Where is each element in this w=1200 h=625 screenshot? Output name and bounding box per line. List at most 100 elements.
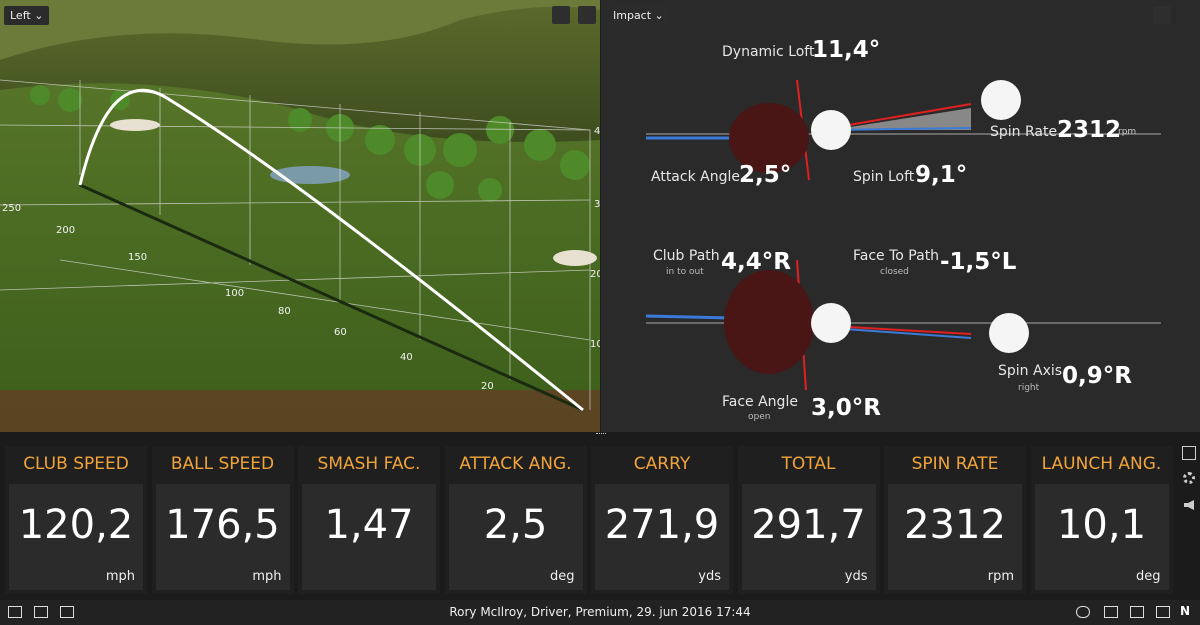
metric-unit: rpm	[987, 569, 1014, 584]
parameter-label: Club Path	[653, 248, 720, 264]
parameter-value: 2,5°	[739, 162, 792, 188]
bunker	[110, 119, 160, 131]
distance-label: 150	[128, 252, 147, 263]
metric-tile[interactable]: SMASH FAC. 1,47	[298, 446, 440, 594]
club-head	[724, 270, 814, 374]
chat-button[interactable]	[1130, 606, 1144, 618]
face-line	[830, 325, 972, 335]
parameter-label: Spin Loft	[853, 169, 915, 185]
session-info: Rory McIlroy, Driver, Premium, 29. jun 2…	[449, 605, 751, 619]
club-head	[729, 103, 809, 173]
view-selector[interactable]: Left ⌄	[4, 6, 50, 25]
parameter-value: 2312	[1057, 117, 1122, 143]
cloud-button[interactable]	[1076, 606, 1090, 618]
metric-box: 271,9 yds	[595, 484, 729, 590]
height-label: 10	[590, 339, 600, 350]
settings-button[interactable]	[1183, 472, 1195, 484]
metric-value: 120,2	[18, 502, 134, 548]
layout-button[interactable]	[1153, 6, 1171, 24]
view-name: Left	[10, 9, 31, 22]
metric-tile[interactable]: LAUNCH ANG. 10,1 deg	[1030, 446, 1173, 594]
distance-label: 60	[334, 327, 347, 338]
metric-tile[interactable]: BALL SPEED 176,5 mph	[151, 446, 294, 594]
height-label: 4	[594, 126, 600, 137]
distance-label: 80	[278, 306, 291, 317]
metric-box: 2312 rpm	[888, 484, 1022, 590]
parameter-sublabel: in to out	[666, 267, 704, 277]
status-bar: Rory McIlroy, Driver, Premium, 29. jun 2…	[0, 600, 1200, 625]
metric-unit: mph	[252, 569, 282, 584]
distance-label: 40	[400, 352, 413, 363]
metric-unit: yds	[844, 569, 868, 584]
view-icon[interactable]	[60, 606, 74, 618]
ball-line	[830, 127, 972, 131]
metric-label: LAUNCH ANG.	[1041, 454, 1162, 474]
parameter-value: 4,4°R	[721, 249, 791, 275]
metric-tile[interactable]: SPIN RATE 2312 rpm	[884, 446, 1026, 594]
parameter-value: 0,9°R	[1062, 363, 1132, 389]
splitter[interactable]	[596, 433, 606, 437]
metric-tile[interactable]: CLUB SPEED 120,2 mph	[5, 446, 147, 594]
metric-label: CARRY	[633, 454, 691, 474]
stats-button[interactable]	[1104, 606, 1118, 618]
bunker	[553, 250, 597, 266]
metric-box: 176,5 mph	[155, 484, 290, 590]
metric-label: SPIN RATE	[911, 454, 999, 474]
metric-box: 120,2 mph	[9, 484, 143, 590]
metric-box: 2,5 deg	[448, 484, 583, 590]
path-line	[645, 314, 732, 320]
parameter-label: Dynamic Loft	[722, 44, 815, 60]
fullscreen-button[interactable]	[1182, 446, 1196, 460]
fullscreen-button[interactable]	[578, 6, 596, 24]
impact-view: Impact ⌄ Dynamic Loft 11,4° Spin Rate 2312 r…	[601, 0, 1200, 432]
ball	[811, 303, 851, 343]
parameter-sublabel: closed	[880, 267, 909, 277]
grid	[0, 79, 591, 410]
metric-label: ATTACK ANG.	[459, 454, 572, 474]
parameter-label: Spin Axis	[998, 363, 1063, 379]
metric-tile[interactable]: CARRY 271,9 yds	[591, 446, 733, 594]
hills	[0, 0, 600, 142]
user-button[interactable]: N	[1180, 604, 1191, 618]
view-name: Impact	[613, 9, 652, 22]
ball-line	[830, 327, 972, 339]
metric-value: 291,7	[751, 502, 866, 548]
view-icon[interactable]	[34, 606, 48, 618]
metric-value: 176,5	[165, 502, 280, 548]
metric-label: TOTAL	[781, 454, 836, 474]
ball	[989, 313, 1029, 353]
ball-trajectory	[78, 88, 584, 412]
parameter-value: 3,0°R	[811, 395, 881, 421]
parameter-label: Face Angle	[722, 394, 798, 410]
sound-button[interactable]	[1184, 500, 1194, 510]
parameter-sublabel: open	[748, 412, 771, 422]
ball	[981, 80, 1021, 120]
report-button[interactable]	[1156, 606, 1170, 618]
metric-tile[interactable]: ATTACK ANG. 2,5 deg	[444, 446, 587, 594]
hill-back	[0, 0, 600, 60]
parameter-value: -1,5°L	[940, 249, 1017, 275]
metric-value: 271,9	[604, 502, 720, 548]
metric-value: 2,5	[483, 502, 548, 548]
parameter-label: Face To Path	[853, 248, 940, 264]
distance-label: 100	[225, 288, 244, 299]
height-label: 20	[590, 269, 600, 280]
metric-box: 10,1 deg	[1034, 484, 1169, 590]
metric-value: 2312	[904, 502, 1006, 548]
shadow-line	[79, 183, 584, 412]
metric-box: 291,7 yds	[741, 484, 876, 590]
spin-loft-wedge	[831, 108, 971, 130]
distance-label: 20	[481, 381, 494, 392]
trajectory-scene: 250 200 150 100 80 60 40 20 4 3 20 10	[0, 0, 600, 432]
distance-label: 200	[56, 225, 75, 236]
layout-button[interactable]	[552, 6, 570, 24]
metric-label: CLUB SPEED	[23, 454, 129, 474]
metric-tile[interactable]: TOTAL 291,7 yds	[737, 446, 880, 594]
view-icon[interactable]	[8, 606, 22, 618]
trajectory-view: 250 200 150 100 80 60 40 20 4 3 20 10 Left ⌄	[0, 0, 600, 432]
trees	[30, 85, 590, 202]
metric-value: 1,47	[324, 502, 414, 548]
view-selector[interactable]: Impact ⌄	[607, 6, 670, 25]
parameter-label: Spin Rate	[990, 124, 1058, 140]
